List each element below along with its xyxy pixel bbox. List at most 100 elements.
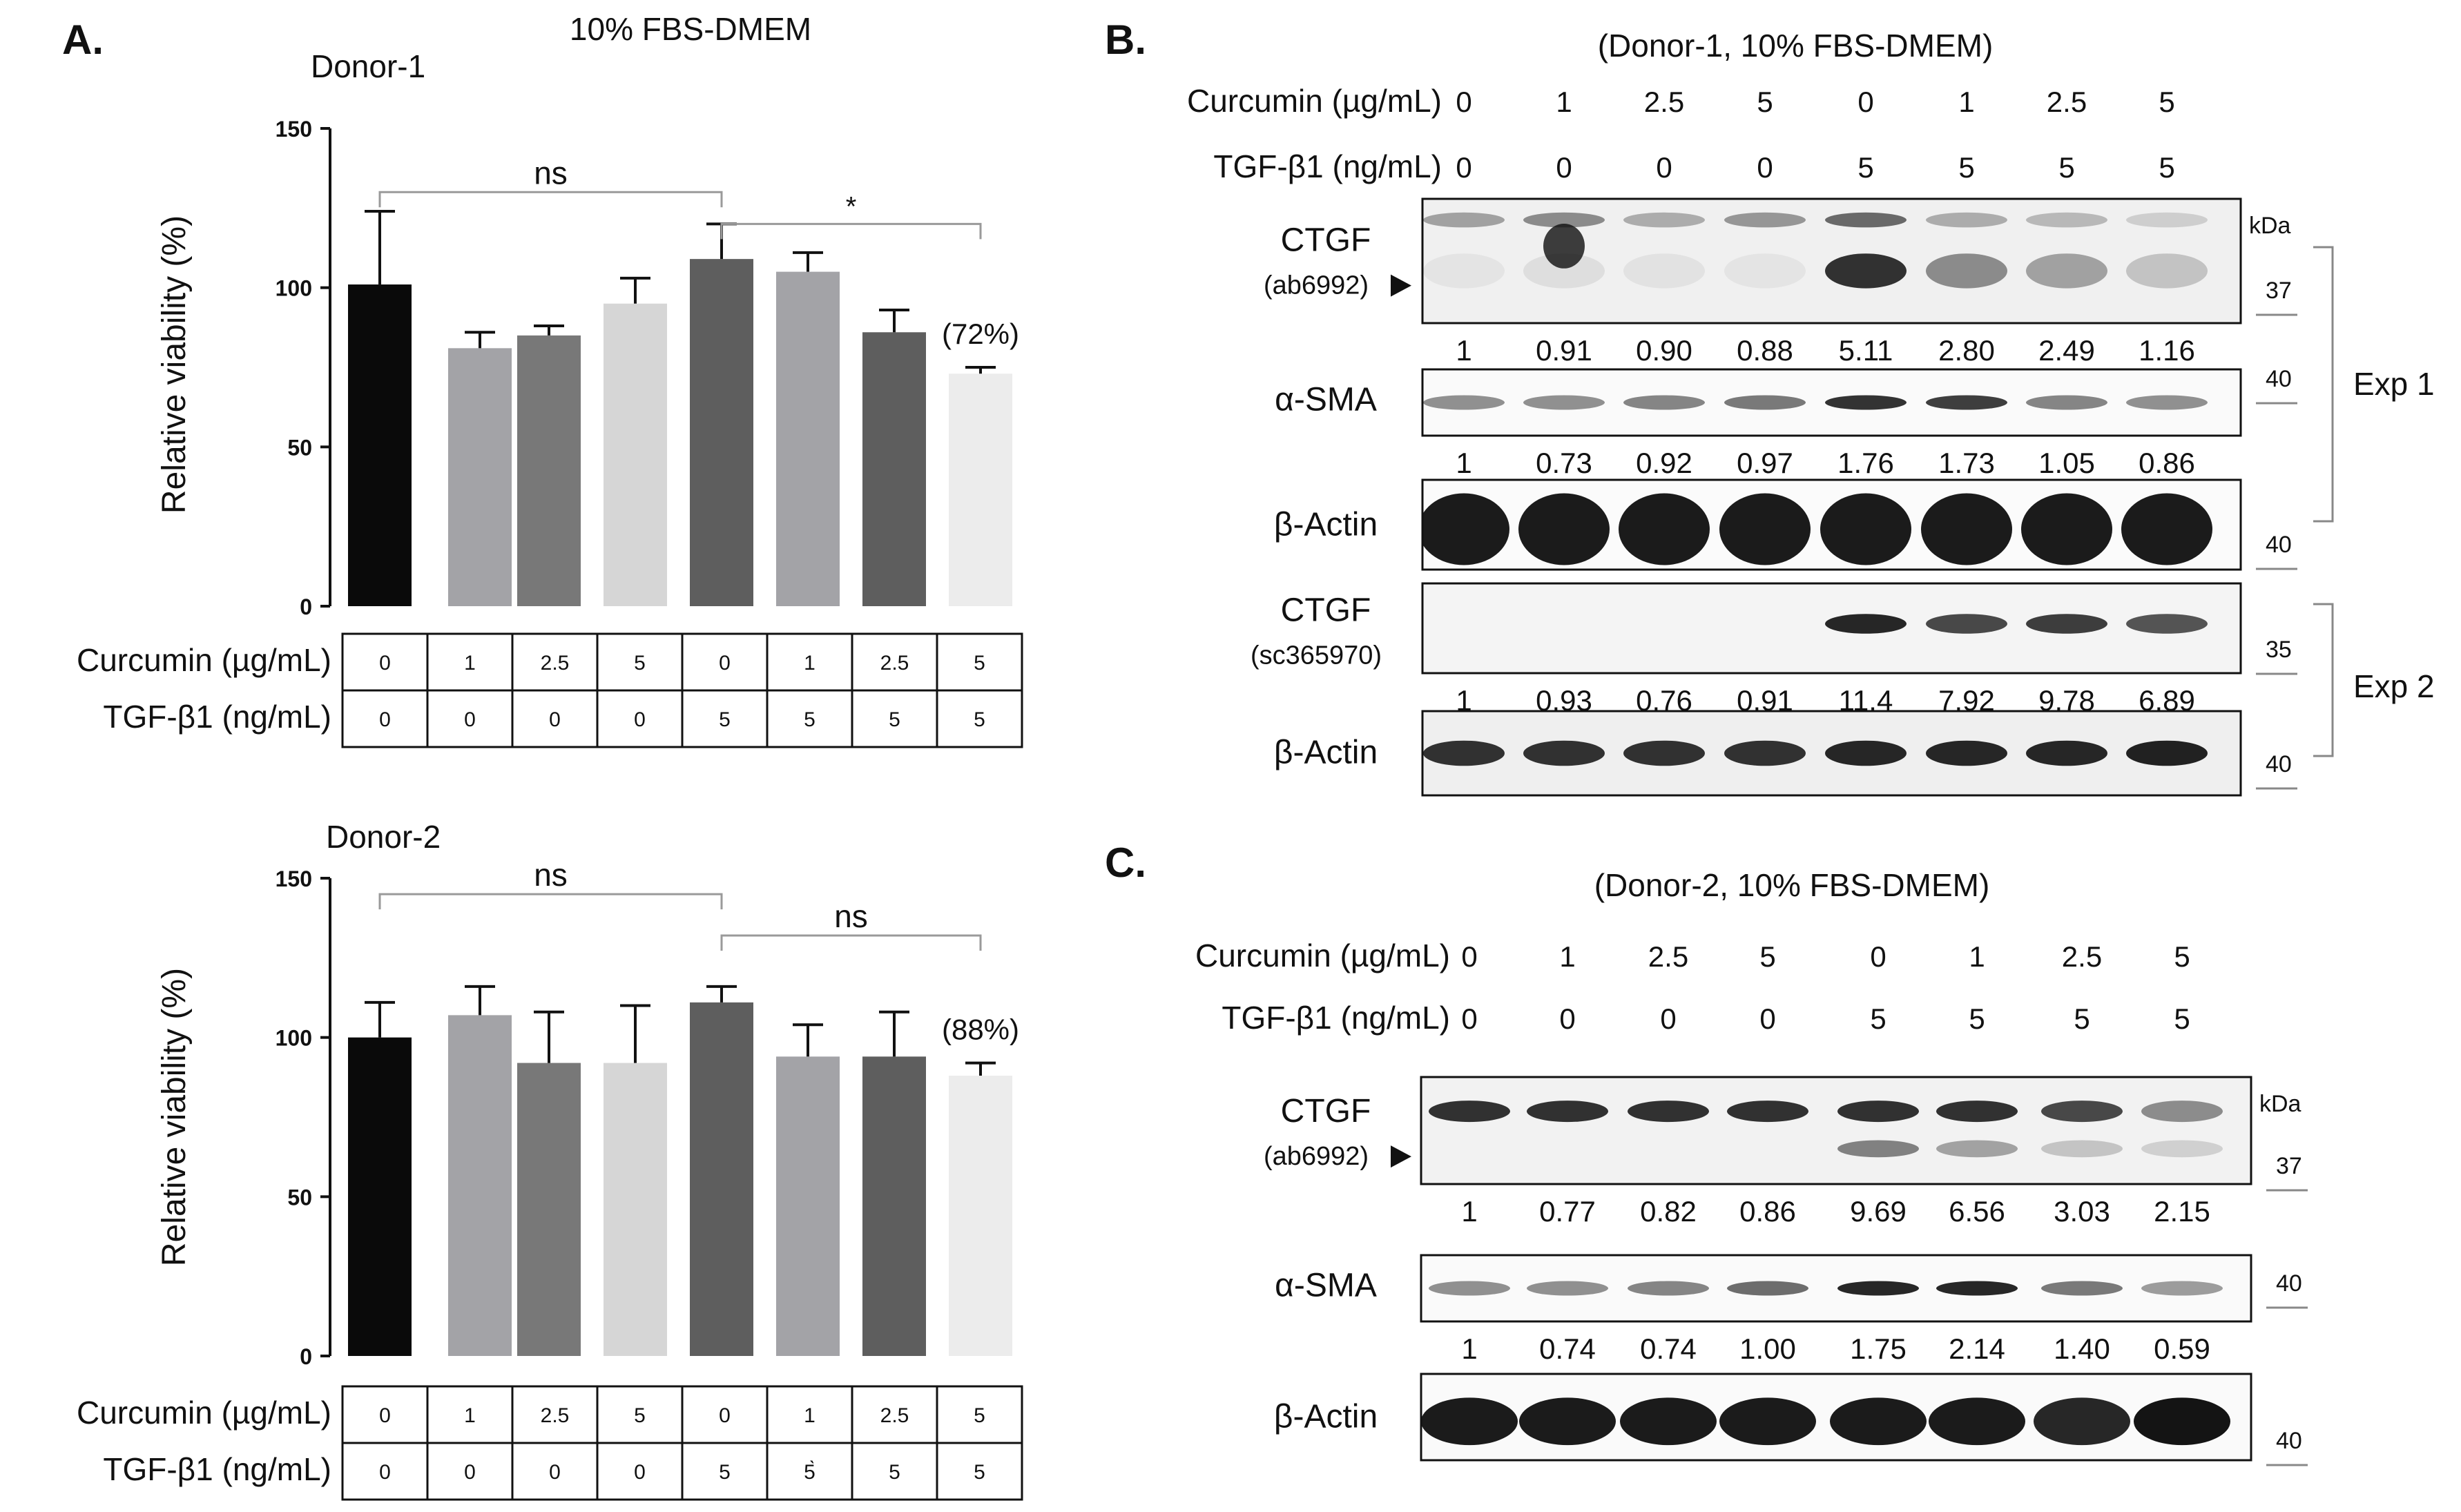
- table-tgf-label: TGF-β1 (ng/mL): [103, 1451, 331, 1487]
- curcumin-dose: 5: [2159, 86, 2174, 118]
- tgf-dose: 0: [1556, 151, 1572, 184]
- table-cell: 1: [464, 652, 476, 675]
- blot-band: [1825, 395, 1907, 410]
- band-ratio: 1.40: [2054, 1332, 2110, 1365]
- viability-chart-donor2: Donor-2 Relative viability (%) 0 50 100 150…: [156, 819, 1019, 1369]
- bar: [604, 1063, 667, 1356]
- band-ratio: 0.77: [1539, 1195, 1596, 1228]
- kda-marker: 35: [2266, 637, 2292, 663]
- table-cell: 0: [464, 708, 476, 731]
- blot-bands: [1423, 212, 2208, 289]
- blot-band: [1623, 253, 1705, 289]
- panel-b-western-blots: 0 1 2.5 5 0 1 2.5 5 0 0 0 0 5 5 5 5 CTGF (ab6992) kDa 37 1 0.…: [1251, 86, 2297, 797]
- blot-band: [1825, 614, 1907, 634]
- blot-frame: [1421, 710, 2242, 797]
- blot-band: [1724, 740, 1806, 766]
- panel-c-western-blots: 0 1 2.5 5 0 1 2.5 5 0 0 0 0 5 5 5 5 CTGF (ab6992) kDa 37 1 0.…: [1264, 940, 2308, 1466]
- blot-band: [2034, 1397, 2130, 1446]
- panel-b-tgf-label: TGF-β1 (ng/mL): [1213, 148, 1442, 184]
- blot-band: [1719, 1397, 1816, 1446]
- table-cell: 0: [719, 1404, 731, 1427]
- table-cell: 5: [974, 652, 985, 675]
- protein-label: α-SMA: [1275, 1268, 1377, 1304]
- blot-frame: [1420, 1373, 2252, 1462]
- blot-band: [1929, 1397, 2025, 1446]
- bar: [690, 259, 753, 606]
- tgf-dose: 0: [1461, 1002, 1477, 1035]
- band-ratio: 1.05: [2038, 447, 2095, 479]
- blot-frame: [1420, 1076, 2252, 1185]
- exp1-label: Exp 1: [2353, 366, 2435, 402]
- panel-b-title: (Donor-1, 10% FBS-DMEM): [1598, 28, 1994, 64]
- blot-band: [1628, 1281, 1709, 1296]
- panel-a-label: A.: [62, 17, 104, 63]
- y-tick-label: 50: [287, 1185, 312, 1210]
- band-ratio: 0.86: [2139, 447, 2195, 479]
- curcumin-dose: 5: [1757, 86, 1773, 118]
- tgf-dose: 5: [2174, 1002, 2190, 1035]
- blot-band: [1825, 212, 1907, 228]
- significance-bracket: [378, 893, 723, 910]
- kda-marker: 40: [2276, 1270, 2302, 1297]
- band-ratio: 2.15: [2154, 1195, 2210, 1228]
- blot-band: [1926, 614, 2007, 634]
- blot-band: [2126, 212, 2208, 228]
- table-cell: 0: [379, 1461, 391, 1484]
- band-ratio: 5.11: [1839, 334, 1893, 367]
- protein-label: α-SMA: [1275, 382, 1377, 418]
- blot-band: [2041, 1140, 2123, 1158]
- exp2-label: Exp 2: [2353, 668, 2435, 704]
- blot-band: [1936, 1281, 2018, 1296]
- band-ratio: 0.92: [1636, 447, 1692, 479]
- blot-frame: [1420, 1254, 2252, 1323]
- protein-label: CTGF: [1281, 592, 1371, 629]
- bar: [949, 1076, 1012, 1356]
- table-cell: 1: [804, 1404, 815, 1427]
- blot-band: [1423, 253, 1505, 289]
- table-cell: 5: [974, 1461, 985, 1484]
- table-curcumin-label: Curcumin (µg/mL): [77, 1395, 331, 1431]
- blot-band: [1837, 1140, 1919, 1158]
- curcumin-dose: 0: [1461, 940, 1477, 973]
- band-ratio: 1.73: [1938, 447, 1995, 479]
- tgf-dose: 5: [1958, 151, 1974, 184]
- band-ratio: 1: [1456, 684, 1471, 717]
- protein-label: CTGF: [1281, 1093, 1371, 1130]
- blot-band: [1620, 1397, 1717, 1446]
- kda-marker: 37: [2276, 1153, 2302, 1179]
- tgf-dose: 5: [2159, 151, 2174, 184]
- band-ratio: 1.76: [1837, 447, 1894, 479]
- band-ratio: 2.49: [2038, 334, 2095, 367]
- table-cell: 1: [804, 652, 815, 675]
- antibody-label: (ab6992): [1264, 1142, 1369, 1171]
- blot-band: [1519, 1397, 1616, 1446]
- blot-band: [1926, 253, 2007, 289]
- blot-band: [1421, 1397, 1518, 1446]
- band-ratio: 9.69: [1850, 1195, 1907, 1228]
- blot-band: [1727, 1101, 1808, 1123]
- band-ratio: 2.80: [1938, 334, 1995, 367]
- band-ratio: 1.16: [2139, 334, 2195, 367]
- blot-band: [2126, 395, 2208, 410]
- band-ratio: 6.56: [1949, 1195, 2005, 1228]
- blot-band: [1724, 395, 1806, 410]
- kda-header: kDa: [2259, 1091, 2301, 1117]
- blot-band: [2121, 493, 2212, 565]
- tgf-dose: 5: [1857, 151, 1873, 184]
- blot-band: [2041, 1281, 2123, 1296]
- protein-label: β-Actin: [1274, 1399, 1378, 1435]
- blot-band: [1523, 253, 1605, 289]
- curcumin-dose: 1: [1958, 86, 1974, 118]
- table-cell: 0: [549, 708, 561, 731]
- tgf-dose: 0: [1559, 1002, 1575, 1035]
- protein-label: β-Actin: [1274, 507, 1378, 543]
- curcumin-dose: 0: [1456, 86, 1471, 118]
- protein-label: CTGF: [1281, 222, 1371, 259]
- blot-band: [2126, 740, 2208, 766]
- blot-band: [1623, 212, 1705, 228]
- band-ratio: 0.73: [1536, 447, 1592, 479]
- blot-band: [1837, 1101, 1919, 1123]
- blot-band: [1619, 493, 1710, 565]
- band-ratio: 1: [1461, 1332, 1477, 1365]
- blot-bands: [1825, 614, 2208, 634]
